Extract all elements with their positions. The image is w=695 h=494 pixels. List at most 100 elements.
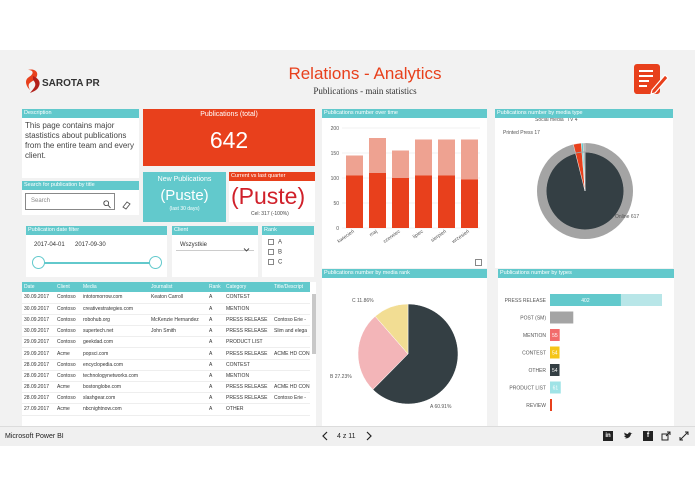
table-cell: PRESS RELEASE [224,347,272,360]
logo-text: SAROTA PR [42,78,100,89]
table-cell: Acme [55,403,81,416]
client-select-value: Wszystkie [180,242,207,248]
table-cell: CONTEST [224,292,272,304]
table-cell [272,292,310,304]
donut-slice [582,142,586,192]
table-row[interactable]: 30.09.2017 Contoso intotomorrow.com Keaton … [22,292,310,304]
types-chart-panel: PRESS RELEASE 402 POST (SM) MENTION 55 CONTES… [498,278,674,426]
bar-segment [369,173,386,228]
bar-value-label: 402 [581,298,590,304]
page-indicator: 4 z 11 [337,433,356,440]
table-header-row: Date Client Media Journalist Rank Catego… [22,282,310,292]
media-rank-pie: A 60.91% B 27.23% C 11.86% [330,298,459,410]
date-slider-start-handle[interactable] [32,256,45,269]
table-row[interactable]: 29.09.2017 Contoso geekdad.com A PRODUCT LIS… [22,336,310,349]
eraser-icon[interactable] [122,197,131,210]
date-filter-panel: 2017-04-01 2017-09-30 [26,235,167,277]
table-cell: Acme [55,381,81,394]
page-subtitle: Publications - main statistics [313,86,417,96]
y-tick-label: 150 [331,151,340,157]
column-header[interactable]: Title/Descript [272,282,310,292]
table-row[interactable]: 28.09.2017 Acme bostonglobe.com A PRESS RELE… [22,381,310,394]
table-cell [149,347,207,360]
table-cell: Contoso [55,336,81,349]
share-icon[interactable] [661,431,671,441]
date-to[interactable]: 2017-09-30 [75,242,106,248]
search-input[interactable]: Search [25,193,115,210]
x-tick-label: kwiecień [336,229,355,245]
column-header[interactable]: Category [224,282,272,292]
sarota-logo-icon [26,69,40,93]
checkbox-b [268,249,274,255]
facebook-icon[interactable]: f [643,431,653,441]
table-cell: encyclopedia.com [81,359,149,371]
rank-option-c[interactable]: C [268,259,282,268]
table-cell: slashgear.com [81,392,149,405]
table-cell: popsci.com [81,347,149,360]
bar [550,399,552,411]
date-slider-end-handle[interactable] [149,256,162,269]
rank-option-b[interactable]: B [268,249,282,258]
bar [550,364,560,376]
client-select[interactable]: Wszystkie [176,239,254,252]
table-cell: 28.09.2017 [22,359,55,371]
table-cell: Contoso [55,392,81,405]
bar-value-label: 61 [553,386,559,392]
table-cell: A [207,347,224,360]
media-type-chart-panel: Online 617 Printed Press 17 Social media TV… [495,117,673,268]
bottom-whitespace [0,446,695,494]
kpi-new-card: New Publications (Puste) (last 30 days) [143,172,226,222]
table-row[interactable]: 28.09.2017 Contoso technologynetworks.com A… [22,370,310,383]
twitter-icon[interactable] [623,431,633,441]
y-tick-label: 100 [331,176,340,182]
kpi-total-value: 642 [209,127,249,153]
table-row[interactable]: 28.09.2017 Contoso encyclopedia.com A CONTES… [22,359,310,371]
column-header[interactable]: Date [22,282,55,292]
types-chart-header: Publications number by types [498,269,674,278]
table-row[interactable]: 30.09.2017 Contoso robohub.org McKenzie Her… [22,314,310,327]
table-cell: A [207,370,224,383]
bar-value-label: 54 [552,351,558,357]
checkbox-a [268,239,274,245]
table-scrollbar[interactable] [312,294,316,354]
bar [550,346,560,359]
linkedin-icon[interactable]: in [603,431,613,441]
column-header[interactable]: Media [81,282,149,292]
table-cell: ACME HD CON [272,381,310,394]
x-tick-label: lipiec [412,228,425,240]
rank-option-a[interactable]: A [268,239,282,248]
bar-segment [461,179,478,228]
table-cell [272,359,310,371]
table-cell: Contoso Erie - [272,314,310,327]
table-row[interactable]: 28.09.2017 Contoso slashgear.com A PRESS REL… [22,392,310,405]
table-row[interactable]: 30.09.2017 Contoso creativestrategies.com A… [22,303,310,315]
table-row[interactable]: 30.09.2017 Contoso supertech.net John Smith… [22,325,310,338]
expand-icon[interactable] [475,259,482,266]
prev-page-icon[interactable] [321,431,329,441]
bar [550,294,621,306]
column-header[interactable]: Client [55,282,81,292]
table-cell: creativestrategies.com [81,303,149,315]
column-header[interactable]: Rank [207,282,224,292]
table-row[interactable]: 27.09.2017 Acme nbcnightnow.com A OTHER [22,403,310,416]
bar-segment [392,150,409,178]
bar-segment [346,155,363,176]
kpi-new-label: New Publications [157,176,212,183]
x-tick-label: sierpień [430,229,448,244]
column-header[interactable]: Journalist [149,282,207,292]
table-cell: intotomorrow.com [81,292,149,304]
fullscreen-icon[interactable] [679,431,689,441]
date-from[interactable]: 2017-04-01 [34,242,65,248]
next-page-icon[interactable] [365,431,373,441]
table-row[interactable]: 29.09.2017 Acme popsci.com A PRESS RELEASE AC… [22,347,310,360]
table-cell [149,359,207,371]
top-whitespace [0,0,695,50]
bar [550,329,560,341]
table-cell: McKenzie Hernandez [149,314,207,327]
y-tick-label: 200 [331,126,340,132]
table-cell [149,336,207,349]
table-cell: Contoso [55,359,81,371]
table-cell: A [207,381,224,394]
date-slider-track [38,262,156,264]
pie-slice [374,303,409,355]
